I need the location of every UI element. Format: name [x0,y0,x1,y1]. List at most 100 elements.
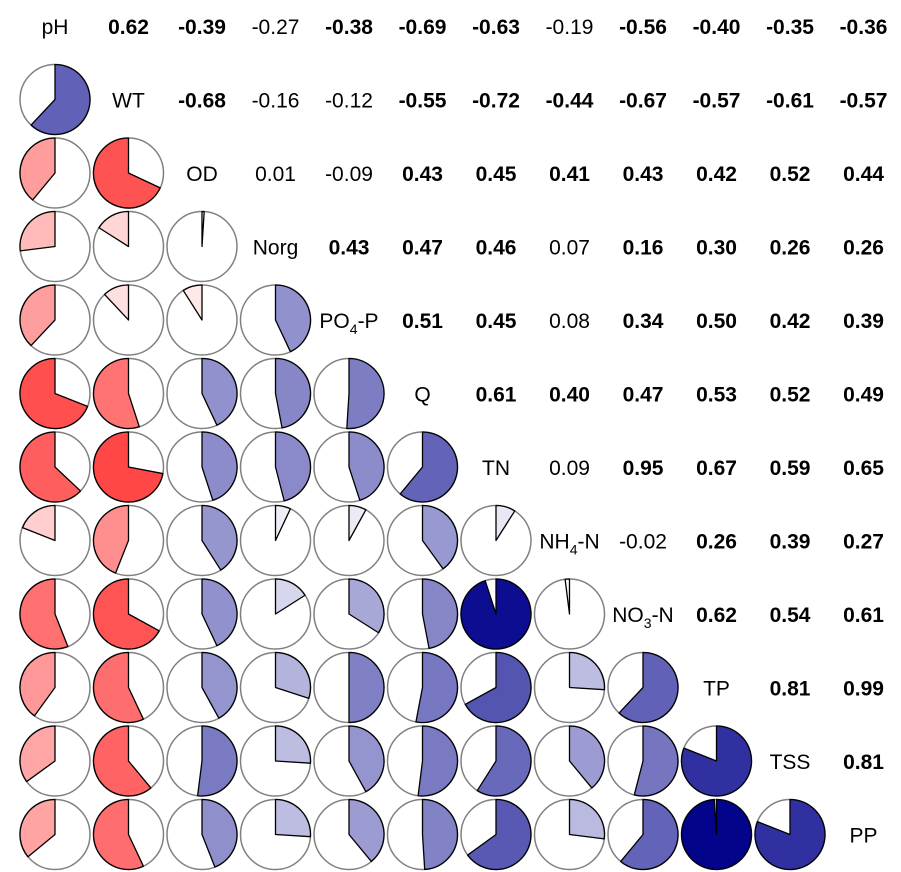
corr-pie-nh4-n-ph [19,504,91,577]
corr-value-tn-tp: 0.67 [696,457,737,480]
corr-pie-tss-norg [239,725,312,797]
corr-pie-no3-n-wt [92,578,165,650]
corr-value-nh4-n-tss: 0.39 [770,531,811,554]
corr-pie-po4-p-norg [239,284,312,356]
variable-label-ph: pH [42,16,69,39]
corr-value-tss-pp: 0.81 [843,751,884,774]
corr-value-wt-pp: -0.57 [840,90,888,113]
corr-pie-no3-n-ph [19,578,91,650]
corr-value-wt-po4-p: -0.12 [325,90,373,113]
corr-value-ph-norg: -0.27 [252,16,300,39]
corr-value-norg-tp: 0.30 [696,237,737,260]
corr-pie-norg-ph [19,210,91,283]
corr-pie-no3-n-nh4-n [533,578,606,650]
variable-label-od: OD [186,163,218,186]
corr-value-od-po4-p: -0.09 [325,163,373,186]
corr-value-ph-wt: 0.62 [108,16,149,39]
corr-value-po4-p-q: 0.51 [402,310,443,333]
corr-value-ph-po4-p: -0.38 [325,16,373,39]
variable-labels: pH WT OD Norg PO4-P Q TN NH4-N NO3-N TP TSS PP [42,16,878,848]
corr-pie-no3-n-norg [239,578,312,650]
corr-pie-norg-od [166,210,238,283]
corr-pie-q-po4-p [313,357,385,430]
corr-pie-od-wt [92,137,165,209]
corr-value-od-nh4-n: 0.41 [549,163,590,186]
corr-value-od-norg: 0.01 [255,163,296,186]
corr-value-po4-p-nh4-n: 0.08 [549,310,590,333]
corr-pie-tss-ph [19,725,91,797]
corr-value-ph-tss: -0.35 [766,16,814,39]
corr-pie-pp-norg [239,798,312,871]
corr-pie-nh4-n-po4-p [313,504,385,577]
corr-value-tn-nh4-n: 0.09 [549,457,590,480]
corr-value-tn-pp: 0.65 [843,457,884,480]
corr-value-ph-pp: -0.36 [840,16,888,39]
corr-value-ph-q: -0.69 [399,16,447,39]
corr-pie-tn-q [386,431,459,503]
corr-pie-po4-p-ph [19,284,91,356]
corr-pie-tp-q [386,651,459,724]
corr-pie-no3-n-po4-p [313,578,385,650]
corr-value-no3-n-pp: 0.61 [843,604,884,627]
variable-label-q: Q [414,384,430,407]
corr-value-norg-q: 0.47 [402,237,443,260]
corr-pie-tp-no3-n [607,651,679,724]
variable-label-pp: PP [849,825,877,848]
corr-pie-tss-tn [460,725,532,797]
corr-pie-tss-q [386,725,459,797]
corr-pie-wt-ph [19,63,91,136]
corr-value-no3-n-tp: 0.62 [696,604,737,627]
corr-value-wt-tn: -0.72 [472,90,520,113]
corr-pie-tn-od [166,431,238,503]
corr-pie-tss-po4-p [313,725,385,797]
corr-pie-pp-po4-p [313,798,385,871]
corr-pie-tp-ph [19,651,91,724]
corr-pie-tn-wt [92,431,165,503]
corr-value-nh4-n-no3-n: -0.02 [619,531,667,554]
corr-value-norg-nh4-n: 0.07 [549,237,590,260]
corr-value-wt-tss: -0.61 [766,90,814,113]
corr-value-norg-no3-n: 0.16 [623,237,664,260]
corr-pie-pp-tss [754,798,826,871]
corr-value-od-tp: 0.42 [696,163,737,186]
corr-value-ph-od: -0.39 [178,16,226,39]
variable-label-nh4-n: NH4-N [539,531,599,558]
corr-pie-tn-norg [239,431,312,503]
corr-pie-tss-tp [680,725,753,797]
corr-pie-tn-po4-p [313,431,385,503]
corr-value-ph-nh4-n: -0.19 [546,16,594,39]
corr-pie-pp-tp [680,798,753,871]
corr-value-norg-po4-p: 0.43 [329,237,370,260]
corr-pie-pp-q [386,798,459,871]
corr-value-ph-tp: -0.40 [693,16,741,39]
corr-value-po4-p-tp: 0.50 [696,310,737,333]
corr-pie-tp-norg [239,651,312,724]
corr-pie-q-norg [239,357,312,430]
corr-pie-tn-ph [19,431,91,503]
corr-value-q-tp: 0.53 [696,384,737,407]
corr-value-po4-p-no3-n: 0.34 [623,310,664,333]
variable-label-tss: TSS [770,751,811,774]
corr-value-po4-p-pp: 0.39 [843,310,884,333]
corr-value-tp-tss: 0.81 [770,678,811,701]
corr-value-od-pp: 0.44 [843,163,884,186]
corr-pie-nh4-n-norg [239,504,312,577]
corr-value-od-tss: 0.52 [770,163,811,186]
variable-label-tn: TN [482,457,510,480]
corr-value-tn-no3-n: 0.95 [623,457,664,480]
corr-value-nh4-n-tp: 0.26 [696,531,737,554]
variable-label-no3-n: NO3-N [612,604,673,631]
corr-value-q-tn: 0.61 [476,384,517,407]
corr-value-ph-tn: -0.63 [472,16,520,39]
corr-pie-q-wt [92,357,165,430]
corr-pie-pp-ph [19,798,91,871]
correlation-values: 0.62 -0.39 -0.27 -0.38 -0.69 -0.63 -0.19 -0.56 -… [108,16,887,774]
corr-pie-tss-nh4-n [533,725,606,797]
corr-pie-od-ph [19,137,91,209]
corr-pie-pp-tn [460,798,532,871]
corr-value-q-tss: 0.52 [770,384,811,407]
corr-value-wt-norg: -0.16 [252,90,300,113]
corr-value-po4-p-tss: 0.42 [770,310,811,333]
corr-pie-norg-wt [92,210,165,283]
